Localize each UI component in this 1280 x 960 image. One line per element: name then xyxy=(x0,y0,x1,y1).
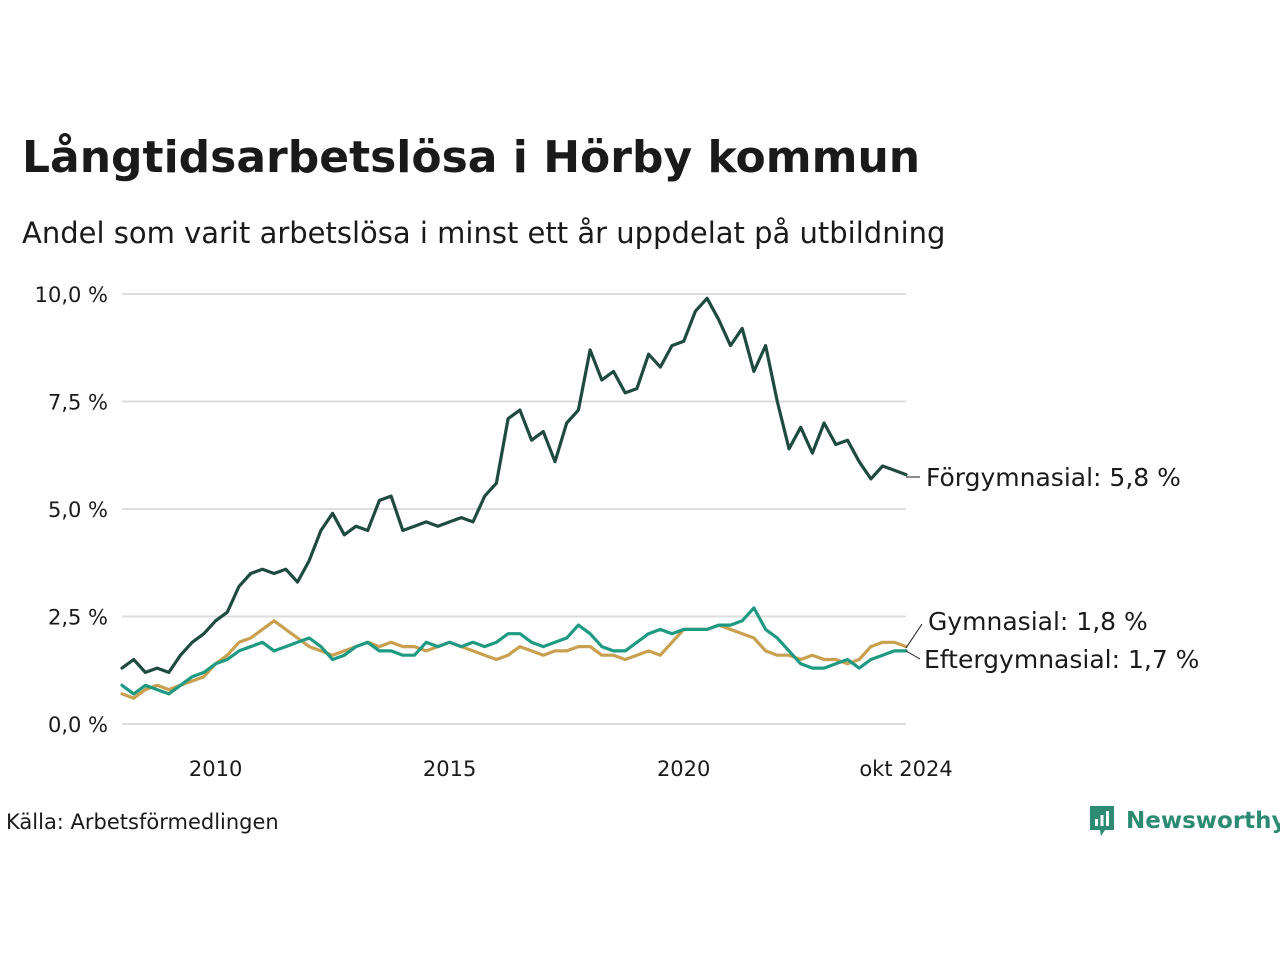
grid-lines xyxy=(122,293,906,725)
x-tick-label: 2015 xyxy=(423,757,476,781)
series-label-leader xyxy=(905,650,921,660)
series-line-förgymnasial xyxy=(120,296,908,674)
x-tick-label: 2010 xyxy=(189,757,242,781)
y-tick-label: 7,5 % xyxy=(48,391,108,415)
series-lines xyxy=(120,296,908,700)
x-axis-ticks: 2010 2015 2020 okt 2024 xyxy=(189,757,953,781)
series-label-leader xyxy=(905,623,923,649)
series-line-gymnasial xyxy=(120,619,908,700)
source-note: Källa: Arbetsförmedlingen xyxy=(6,810,279,834)
newsworthy-logo-icon xyxy=(1090,806,1114,836)
chart-subtitle: Andel som varit arbetslösa i minst ett å… xyxy=(22,216,946,250)
y-tick-label: 10,0 % xyxy=(35,283,108,307)
y-axis-ticks: 0,0 % 2,5 % 5,0 % 7,5 % 10,0 % xyxy=(35,283,108,737)
series-line-eftergymnasial xyxy=(120,606,908,696)
chart-title: Långtidsarbetslösa i Hörby kommun xyxy=(22,132,921,183)
y-tick-label: 5,0 % xyxy=(48,498,108,522)
brand-name: Newsworthy xyxy=(1126,808,1280,834)
series-end-label-gymnasial: Gymnasial: 1,8 % xyxy=(928,607,1148,636)
x-tick-label: okt 2024 xyxy=(859,757,952,781)
y-tick-label: 2,5 % xyxy=(48,606,108,630)
y-tick-label: 0,0 % xyxy=(48,713,108,737)
series-end-label-eftergymnasial: Eftergymnasial: 1,7 % xyxy=(924,645,1199,674)
series-end-labels: Förgymnasial: 5,8 % Gymnasial: 1,8 % Efter… xyxy=(905,463,1199,674)
series-end-label-förgymnasial: Förgymnasial: 5,8 % xyxy=(926,463,1181,492)
x-tick-label: 2020 xyxy=(657,757,710,781)
brand-logo: Newsworthy xyxy=(1088,804,1280,838)
